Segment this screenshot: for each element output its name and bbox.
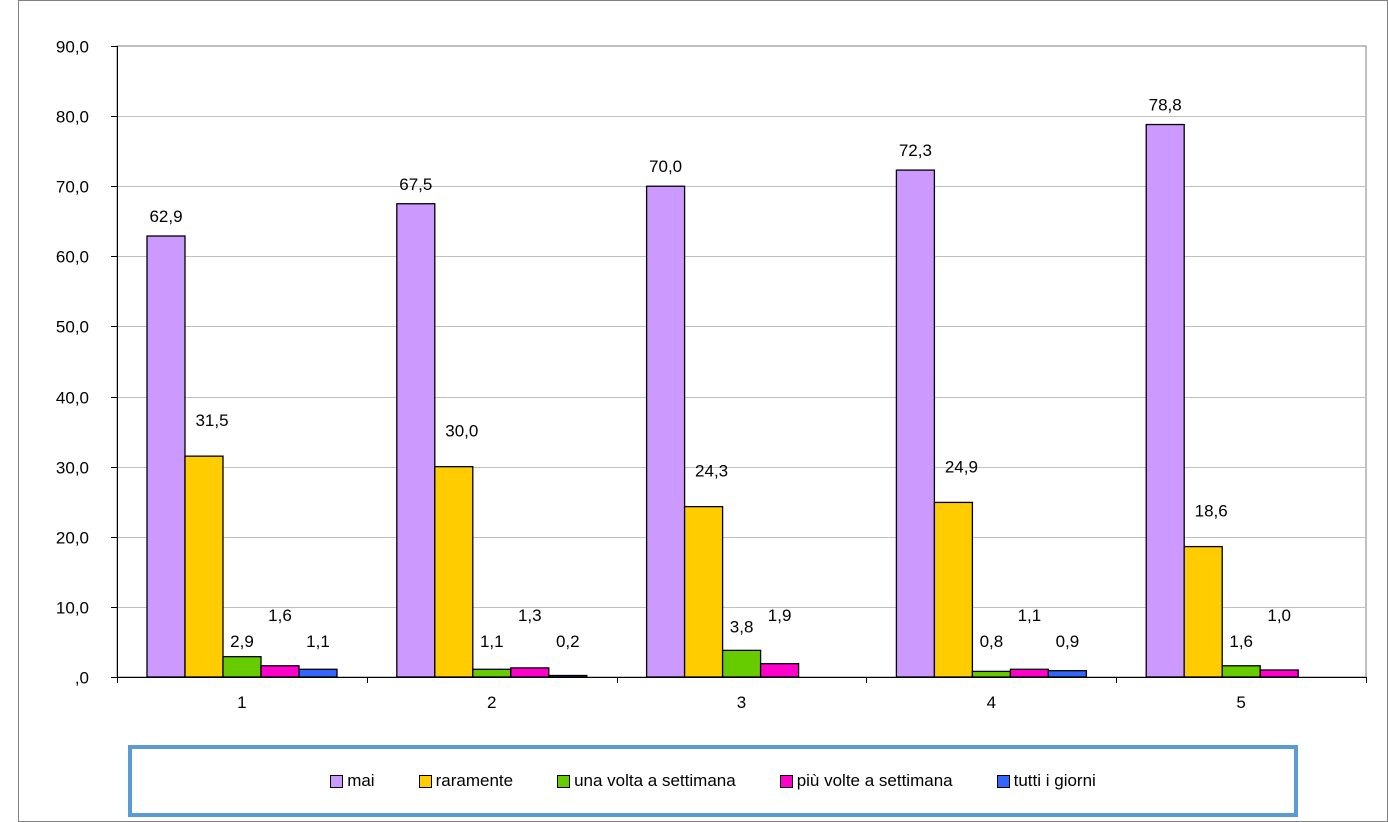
x-tick-label: 3 [737, 693, 746, 712]
data-label: 78,8 [1149, 96, 1182, 115]
bars [146, 123, 1299, 678]
data-label: 72,3 [899, 141, 932, 160]
bar-mai [396, 203, 436, 678]
y-tick-label: 80,0 [56, 108, 89, 127]
legend-item: tutti i giorni [996, 771, 1096, 791]
bar-raramente [434, 466, 474, 678]
bar-una-volta-a-settimana [721, 649, 762, 678]
legend-label: mai [347, 771, 375, 790]
x-tick-label: 1 [237, 693, 246, 712]
bar-pi-volte-a-settimana [260, 665, 300, 678]
data-label: 1,0 [1267, 606, 1291, 625]
y-tick-label: 10,0 [56, 599, 89, 618]
legend-label: tutti i giorni [1013, 771, 1096, 790]
axes: ,0 10,0 20,0 30,0 40,0 50,0 60,0 70,0 80,0 90,0 1 2… [56, 38, 1367, 712]
legend-item: mai [330, 771, 375, 791]
bar-mai [1145, 123, 1185, 678]
bar-mai [146, 235, 186, 678]
data-label: 1,3 [518, 606, 542, 625]
bar-raramente [933, 501, 974, 678]
data-label: 1,1 [480, 632, 504, 651]
legend-swatch [779, 774, 793, 788]
data-label: 0,2 [556, 632, 580, 651]
data-label: 62,9 [149, 207, 182, 226]
data-label: 3,8 [730, 617, 754, 636]
y-tick-label: 30,0 [56, 459, 89, 478]
x-tick-label: 5 [1236, 693, 1245, 712]
legend-swatch [418, 774, 432, 788]
data-label: 1,6 [268, 606, 292, 625]
data-label: 1,1 [306, 632, 330, 651]
legend: mai raramente una volta a settimana più vol… [128, 745, 1298, 817]
bar-tutti-i-giorni [548, 674, 588, 678]
legend-label: una volta a settimana [574, 771, 736, 790]
legend-swatch [330, 774, 344, 788]
y-tick-label: ,0 [75, 669, 89, 688]
bar-raramente [1183, 545, 1223, 678]
bar-pi-volte-a-settimana [1009, 668, 1050, 678]
bar-una-volta-a-settimana [472, 668, 512, 678]
y-tick-label: 20,0 [56, 529, 89, 548]
y-tick-label: 70,0 [56, 178, 89, 197]
bar-una-volta-a-settimana [1221, 665, 1261, 678]
bar-pi-volte-a-settimana [510, 667, 550, 678]
bar-una-volta-a-settimana [971, 670, 1012, 678]
data-label: 24,3 [695, 462, 728, 481]
legend-swatch [996, 774, 1010, 788]
bar-raramente [683, 505, 724, 678]
y-tick-label: 60,0 [56, 248, 89, 267]
bar-una-volta-a-settimana [222, 656, 262, 678]
x-tick-label: 2 [487, 693, 496, 712]
data-label: 18,6 [1195, 502, 1228, 521]
data-label: 0,9 [1056, 632, 1080, 651]
bar-tutti-i-giorni [298, 668, 338, 678]
data-label: 70,0 [649, 157, 682, 176]
data-label: 0,8 [980, 632, 1004, 651]
data-label: 31,5 [195, 411, 228, 430]
legend-label: più volte a settimana [796, 771, 953, 790]
y-tick-label: 40,0 [56, 389, 89, 408]
data-label: 67,5 [399, 175, 432, 194]
bar-mai [895, 169, 936, 678]
data-label: 24,9 [945, 457, 978, 476]
legend-swatch [557, 774, 571, 788]
data-label: 1,6 [1229, 632, 1253, 651]
legend-label: raramente [435, 771, 514, 790]
data-label: 1,1 [1018, 606, 1042, 625]
data-label: 1,9 [768, 606, 792, 625]
legend-item: una volta a settimana [557, 771, 736, 791]
bar-tutti-i-giorni [1047, 670, 1088, 678]
bar-pi-volte-a-settimana [759, 663, 800, 678]
bar-pi-volte-a-settimana [1259, 669, 1299, 678]
data-labels: 62,9 31,5 2,9 1,6 1,1 67,5 30,0 1,1 1,3 0,2 70,0 24… [149, 96, 1291, 651]
y-tick-label: 50,0 [56, 318, 89, 337]
x-tick-label: 4 [987, 693, 996, 712]
bar-raramente [184, 455, 224, 678]
legend-item: raramente [418, 771, 514, 791]
data-label: 2,9 [230, 632, 254, 651]
y-tick-label: 90,0 [56, 38, 89, 57]
legend-item: più volte a settimana [779, 771, 953, 791]
data-label: 30,0 [445, 422, 478, 441]
bar-mai [645, 185, 686, 678]
